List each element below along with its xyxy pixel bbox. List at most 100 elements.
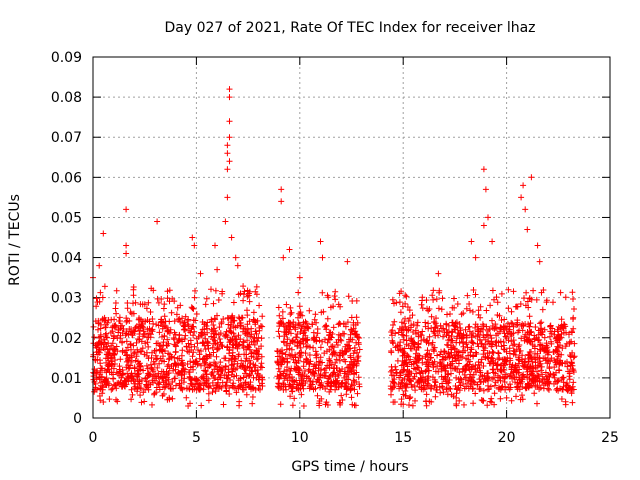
data-point xyxy=(159,392,166,399)
data-point xyxy=(247,379,254,386)
data-point xyxy=(191,383,198,390)
data-point xyxy=(91,334,98,341)
data-point xyxy=(542,380,549,387)
data-point xyxy=(485,214,491,221)
y-tick-label: 0.04 xyxy=(51,251,82,267)
data-point xyxy=(487,398,494,405)
data-point xyxy=(488,355,495,362)
data-point xyxy=(197,385,204,392)
data-point xyxy=(150,320,157,327)
data-point xyxy=(460,331,467,338)
data-point xyxy=(169,379,176,385)
data-point xyxy=(452,355,459,362)
data-point xyxy=(228,362,235,369)
data-point xyxy=(104,366,111,373)
data-point xyxy=(283,341,290,347)
data-point xyxy=(481,334,487,341)
data-point xyxy=(532,324,539,330)
data-point xyxy=(456,321,463,327)
data-point xyxy=(566,376,573,383)
data-point xyxy=(411,373,418,380)
data-point xyxy=(311,316,318,323)
data-point xyxy=(97,321,104,328)
data-point xyxy=(118,374,125,381)
data-point xyxy=(524,374,531,381)
data-point xyxy=(249,394,256,400)
data-point xyxy=(239,364,245,370)
data-point xyxy=(538,367,544,374)
data-point xyxy=(147,381,154,388)
data-point xyxy=(275,304,282,311)
data-point xyxy=(346,368,353,375)
data-point xyxy=(177,302,184,309)
data-point xyxy=(491,401,498,408)
data-point xyxy=(397,309,404,316)
data-point xyxy=(569,399,576,406)
data-point xyxy=(224,150,231,157)
y-tick-label: 0.05 xyxy=(51,210,82,226)
data-point xyxy=(138,399,145,406)
data-point xyxy=(454,333,461,340)
data-point xyxy=(235,384,242,390)
data-point xyxy=(244,337,251,344)
data-point xyxy=(219,343,226,350)
data-point xyxy=(522,206,529,213)
data-point xyxy=(173,382,179,389)
data-point xyxy=(155,373,162,380)
data-point xyxy=(281,375,288,382)
data-point xyxy=(480,222,487,229)
data-point xyxy=(444,361,451,368)
data-point xyxy=(275,375,282,382)
data-point xyxy=(459,347,466,354)
data-point xyxy=(352,331,359,338)
data-point xyxy=(246,383,253,390)
data-point xyxy=(258,335,265,342)
data-point xyxy=(508,308,515,315)
data-point xyxy=(258,353,265,360)
data-point xyxy=(483,323,490,330)
data-point xyxy=(462,367,469,374)
data-point xyxy=(477,303,484,310)
data-point xyxy=(495,350,502,357)
data-point xyxy=(125,357,132,364)
data-point xyxy=(181,336,188,342)
data-point xyxy=(501,342,508,349)
data-point xyxy=(171,318,178,325)
data-point xyxy=(178,352,185,359)
data-point xyxy=(175,362,182,369)
data-point xyxy=(164,295,171,302)
data-point xyxy=(255,334,262,341)
data-point xyxy=(201,355,208,362)
data-point xyxy=(534,242,541,249)
data-point xyxy=(317,384,323,391)
data-point xyxy=(278,361,285,368)
data-point xyxy=(466,301,473,307)
data-point xyxy=(164,336,171,343)
data-point xyxy=(217,339,224,346)
data-point xyxy=(253,291,260,298)
data-point xyxy=(252,362,259,369)
data-point xyxy=(346,336,352,343)
data-point xyxy=(317,344,324,351)
data-point xyxy=(127,340,134,347)
data-point xyxy=(505,384,512,391)
data-point xyxy=(538,319,545,326)
data-point xyxy=(102,324,109,331)
data-point xyxy=(457,330,463,337)
data-point xyxy=(291,339,298,346)
data-point xyxy=(127,309,134,316)
data-point xyxy=(284,358,291,365)
data-point xyxy=(311,370,317,377)
data-point xyxy=(449,358,456,365)
data-point xyxy=(488,343,495,350)
data-point xyxy=(132,299,139,306)
data-point xyxy=(497,338,504,345)
data-point xyxy=(408,345,415,352)
data-point xyxy=(184,317,191,324)
data-point xyxy=(403,293,410,300)
data-point xyxy=(484,402,491,409)
data-point xyxy=(158,319,165,326)
data-point xyxy=(151,371,158,378)
data-point xyxy=(286,246,293,253)
data-point xyxy=(433,296,440,303)
